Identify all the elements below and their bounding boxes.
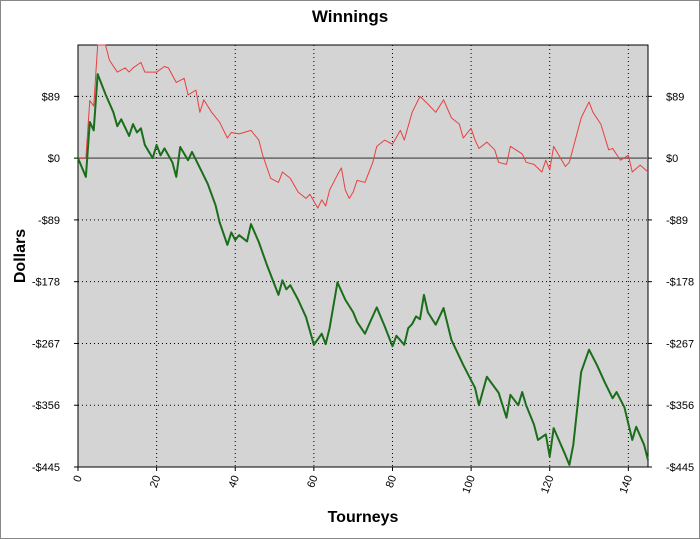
y-tick-label: -$267: [32, 338, 60, 350]
x-tick-label: 140: [618, 474, 636, 495]
y-tick-label: -$445: [32, 462, 60, 474]
plot-area: [77, 44, 649, 468]
x-tick-label: 80: [384, 474, 399, 490]
x-tick-label: 100: [460, 474, 478, 495]
series-line: [78, 44, 649, 209]
y2-tick-label: $89: [666, 91, 684, 103]
y2-tick-label: -$267: [666, 338, 694, 350]
y-tick-label: -$89: [38, 215, 60, 227]
x-axis-label: Tourneys: [328, 509, 399, 526]
x-tick-label: 60: [305, 474, 320, 490]
y2-tick-label: -$89: [666, 215, 688, 227]
y-axis-label: Dollars: [12, 229, 29, 283]
chart-title: Winnings: [312, 7, 388, 26]
y2-tick-label: -$445: [666, 462, 694, 474]
y-tick-label: -$178: [32, 277, 60, 289]
x-tick-label: 20: [148, 474, 163, 490]
series-line: [77, 73, 649, 466]
y2-tick-label: -$178: [666, 277, 694, 289]
x-tick-label: 120: [539, 474, 557, 495]
y2-tick-label: $0: [666, 153, 678, 165]
x-tick-label: 0: [71, 474, 84, 484]
y-tick-label: $89: [42, 91, 60, 103]
y2-tick-label: -$356: [666, 400, 694, 412]
y-tick-label: $0: [48, 153, 60, 165]
x-tick-label: 40: [227, 474, 242, 490]
y-tick-label: -$356: [32, 400, 60, 412]
